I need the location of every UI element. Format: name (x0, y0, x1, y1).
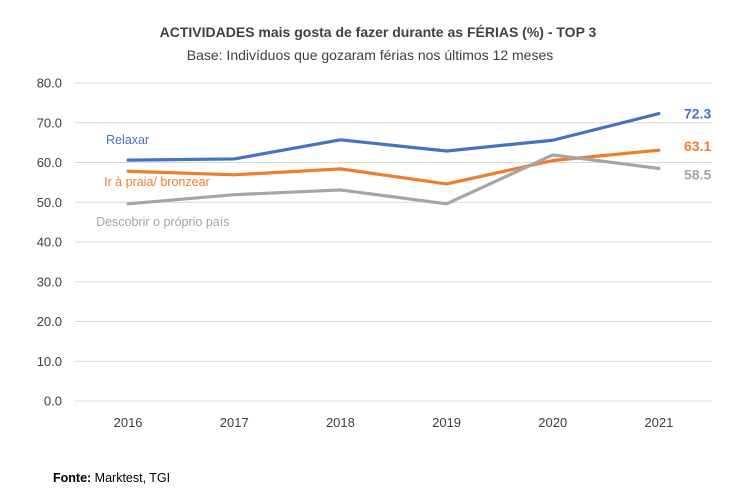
series-name-label: Ir à praia/ bronzear (104, 175, 210, 189)
y-tick-label: 40.0 (37, 235, 62, 250)
x-tick-label: 2019 (432, 415, 461, 430)
x-axis-ticks: 2016 2017 2018 2019 2020 2021 (114, 415, 674, 430)
x-tick-label: 2021 (644, 415, 673, 430)
x-tick-label: 2020 (538, 415, 567, 430)
series-line-3 (126, 153, 661, 206)
series-name-label: Relaxar (106, 133, 149, 147)
y-tick-label: 80.0 (37, 76, 62, 91)
y-tick-label: 60.0 (37, 155, 62, 170)
series-line-1 (126, 112, 661, 162)
series-name-label: Descobrir o próprio país (96, 215, 229, 229)
gridlines (75, 82, 712, 402)
series-lines (126, 112, 661, 206)
y-tick-label: 30.0 (37, 274, 62, 289)
end-value-label: 72.3 (684, 106, 711, 122)
chart-subtitle: Base: Indivíduos que gozaram férias nos … (187, 47, 554, 63)
y-axis-ticks: 0.0 10.0 20.0 30.0 40.0 50.0 60.0 70.0 80.0 (37, 76, 62, 409)
series-labels: Relaxar 72.3 Ir à praia/ bronzear 63.1 Desco… (96, 106, 711, 229)
source-text: Marktest, TGI (91, 471, 171, 485)
end-value-label: 63.1 (684, 138, 711, 154)
x-tick-label: 2016 (114, 415, 143, 430)
x-tick-label: 2018 (326, 415, 355, 430)
x-tick-label: 2017 (220, 415, 249, 430)
source-label: Fonte: (53, 471, 92, 485)
y-tick-label: 70.0 (37, 115, 62, 130)
y-tick-label: 10.0 (37, 354, 62, 369)
source-note: Fonte: Marktest, TGI (53, 471, 170, 485)
end-value-label: 58.5 (684, 166, 711, 182)
y-tick-label: 50.0 (37, 195, 62, 210)
y-tick-label: 0.0 (44, 394, 62, 409)
y-tick-label: 20.0 (37, 314, 62, 329)
chart-title: ACTIVIDADES mais gosta de fazer durante … (160, 24, 597, 40)
